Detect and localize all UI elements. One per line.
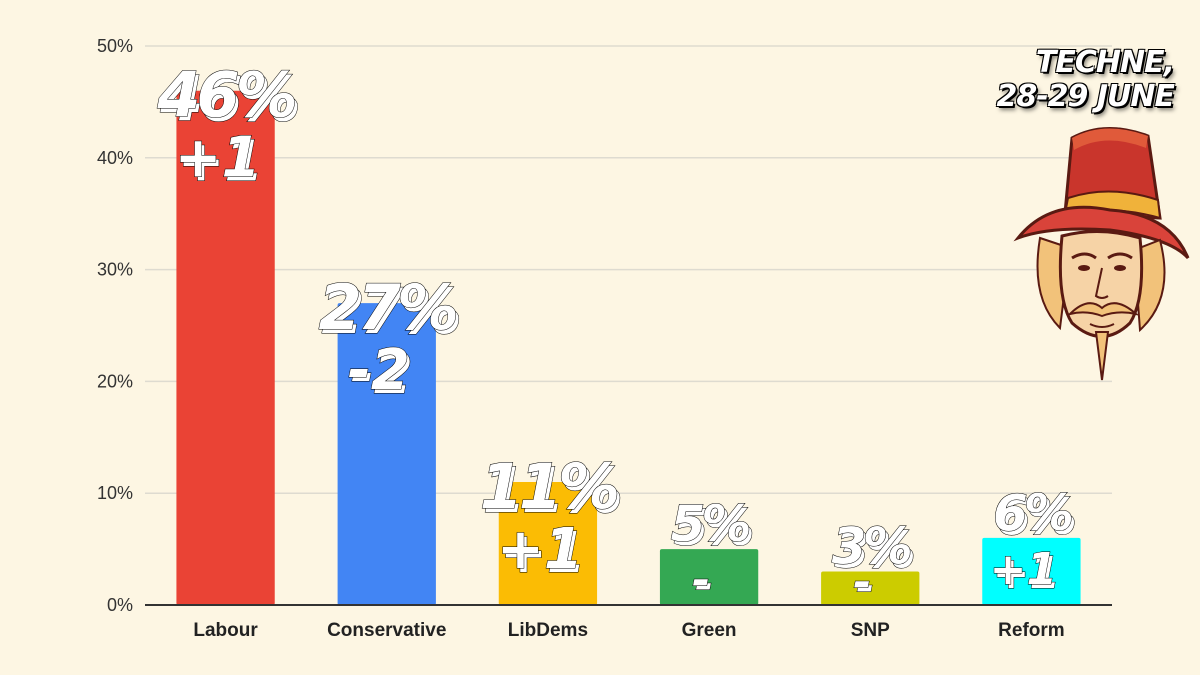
value-label: 3% — [832, 517, 911, 575]
change-label: +1 — [497, 517, 583, 582]
change-label: +1 — [990, 544, 1057, 595]
value-label-shadow: 46% — [159, 63, 297, 136]
value-label: 11% — [480, 450, 617, 523]
value-label-shadow: 11% — [483, 454, 620, 527]
value-label-shadow: 27% — [322, 275, 459, 348]
bar-reform — [982, 537, 1081, 605]
change-label-shadow: -2 — [351, 342, 413, 407]
x-axis: Labour Conservative LibDems Green SNP Reform — [145, 604, 1112, 641]
change-label-shadow: +1 — [993, 548, 1060, 599]
y-tick-label: 50% — [97, 36, 133, 56]
bar-conservative — [337, 303, 436, 605]
bars — [176, 90, 1081, 606]
change-label: - — [853, 557, 871, 608]
y-axis: 0% 10% 20% 30% 40% 50% — [97, 36, 133, 615]
change-label-shadow: +1 — [178, 130, 264, 195]
value-label-shadow: 5% — [674, 499, 753, 557]
y-tick-label: 10% — [97, 483, 133, 503]
source-label: TECHNE, 28-29 JUNE — [996, 45, 1175, 114]
x-tick-label: Reform — [998, 620, 1065, 641]
bar-green — [659, 549, 759, 605]
change-label: -2 — [348, 338, 410, 403]
value-label-shadow: 3% — [835, 521, 914, 579]
bar-snp — [821, 571, 920, 605]
gridlines — [145, 45, 1112, 494]
value-label-shadow: 6% — [996, 488, 1075, 546]
change-label-shadow: - — [856, 561, 874, 612]
x-tick-label: Green — [682, 620, 737, 641]
x-tick-label: Conservative — [327, 620, 446, 641]
change-label-shadow: - — [695, 559, 713, 610]
x-tick-label: Labour — [193, 620, 258, 641]
data-labels: 46%46%+1+127%27%-2-211%11%+1+1 5%5%--3%3%… — [156, 58, 1079, 612]
x-tick-label: LibDems — [508, 620, 588, 641]
value-label: 46% — [156, 59, 294, 132]
guy-fawkes-mascot-icon — [1013, 126, 1190, 381]
change-label: +1 — [175, 126, 261, 191]
bar-labour — [176, 90, 275, 606]
value-label: 6% — [993, 484, 1072, 542]
y-tick-label: 0% — [107, 595, 133, 615]
value-label: 27% — [319, 271, 456, 344]
y-tick-label: 30% — [97, 260, 133, 280]
x-tick-label: SNP — [851, 620, 890, 641]
bar-libdems — [498, 482, 598, 605]
change-label-shadow: +1 — [500, 521, 586, 586]
change-label: - — [692, 555, 710, 606]
y-tick-label: 20% — [97, 371, 133, 391]
value-label: 5% — [671, 495, 750, 553]
y-tick-label: 40% — [97, 148, 133, 168]
